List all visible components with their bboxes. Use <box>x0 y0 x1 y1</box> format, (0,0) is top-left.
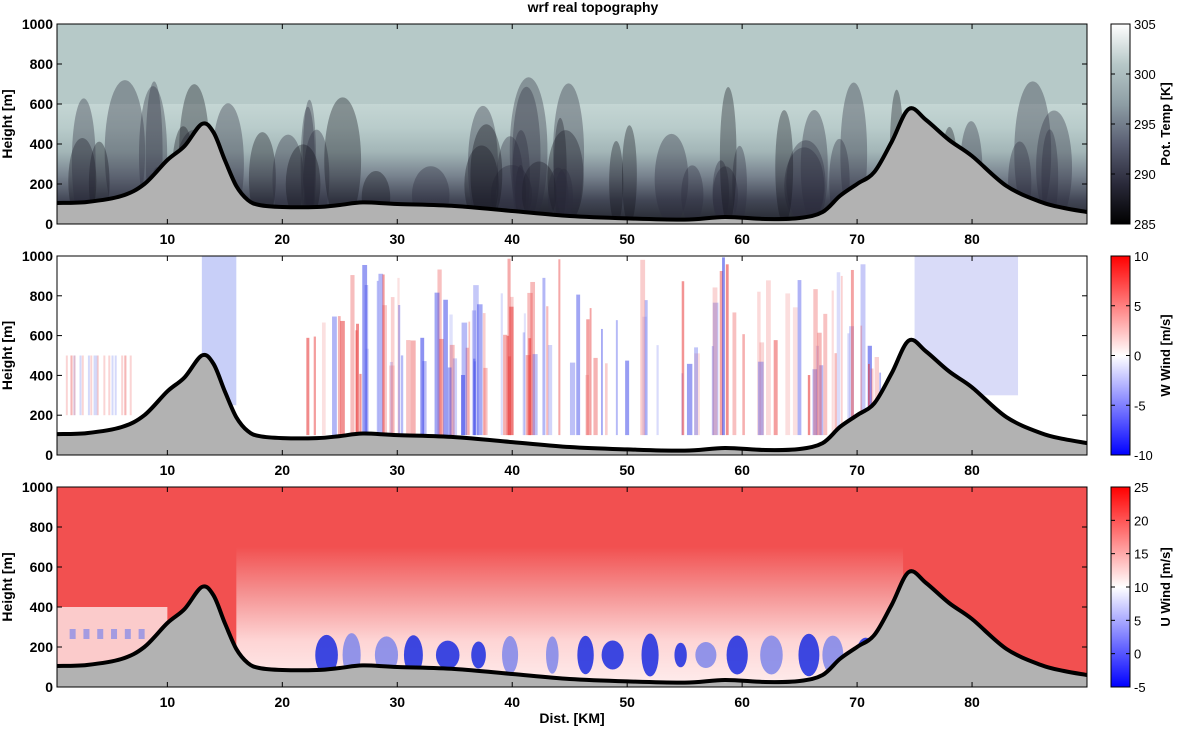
figure-title: wrf real topography <box>527 0 659 15</box>
y-tick-label: 600 <box>30 328 54 344</box>
x-tick-label: 20 <box>275 462 291 478</box>
x-tick-label: 50 <box>619 694 635 710</box>
plot-frame <box>56 486 1088 688</box>
topography-fill <box>57 108 1087 224</box>
x-tick-label: 60 <box>734 462 750 478</box>
x-tick-label: 40 <box>504 462 520 478</box>
colorbar-tick-label: -5 <box>1134 398 1146 413</box>
x-tick-label: 70 <box>849 231 865 247</box>
colorbar-ticks: 285 290 295 300 305 <box>1111 17 1156 232</box>
colorbar-tick-label: 5 <box>1134 299 1141 314</box>
y-tick-label: 800 <box>30 288 54 304</box>
y-tick-label: 0 <box>45 679 53 695</box>
y-tick-label: 200 <box>30 639 54 655</box>
y-tick-label: 0 <box>45 447 53 463</box>
y-tick-label: 400 <box>30 367 54 383</box>
colorbar-tick-label: 15 <box>1134 547 1148 562</box>
colorbar-tick-label: 20 <box>1134 513 1148 528</box>
y-tick-label: 0 <box>45 216 53 232</box>
topography-line <box>56 106 1088 222</box>
x-tick-label: 30 <box>389 462 405 478</box>
colorbar-tick-label: 5 <box>1134 613 1141 628</box>
y-tick-label: 1000 <box>22 248 53 264</box>
colorbar-tick-label: 295 <box>1134 117 1156 132</box>
colorbar-tick-label: 300 <box>1134 67 1156 82</box>
colorbar-label: Pot. Temp [K] <box>1158 82 1173 166</box>
colorbar-label: W Wind [m/s] <box>1158 314 1173 396</box>
y-tick-label: 1000 <box>22 479 53 495</box>
x-axis-label: Dist. [KM] <box>539 710 604 726</box>
x-tick-label: 10 <box>160 694 176 710</box>
colorbar-tick-label: -10 <box>1134 448 1153 463</box>
colorbar-tick-label: 0 <box>1134 349 1141 364</box>
colorbar-tick-label: 10 <box>1134 580 1148 595</box>
topography-line <box>56 337 1088 453</box>
plot-frame <box>56 255 1088 456</box>
colorbar-u-wind <box>1111 487 1130 687</box>
y-tick-label: 800 <box>30 56 54 72</box>
colorbar-label: U Wind [m/s] <box>1158 547 1173 626</box>
x-tick-label: 30 <box>389 694 405 710</box>
x-tick-label: 60 <box>734 231 750 247</box>
colorbar-tick-label: 305 <box>1134 17 1156 32</box>
colorbar-tick-label: 285 <box>1134 217 1156 232</box>
colorbar-tick-label: 10 <box>1134 249 1148 264</box>
topography-fill <box>57 571 1087 687</box>
x-tick-label: 70 <box>849 462 865 478</box>
y-tick-label: 400 <box>30 136 54 152</box>
x-axis-ticks: 10 20 30 40 50 60 70 80 <box>160 24 980 247</box>
colorbar-ticks: -10 -5 0 5 10 <box>1111 249 1153 463</box>
x-axis-ticks: 10 20 30 40 50 60 70 80 <box>160 487 980 710</box>
colorbar-tick-label: 25 <box>1134 480 1148 495</box>
x-tick-label: 50 <box>619 231 635 247</box>
topography-fill <box>57 339 1087 455</box>
y-axis-ticks: 0 200 400 600 800 1000 <box>22 16 1087 232</box>
colorbar-tick-label: 290 <box>1134 167 1156 182</box>
panel-potential-temperature: 10 20 30 40 50 60 70 80 0 200 400 600 800 1000 Heigh… <box>0 16 1173 247</box>
x-tick-label: 60 <box>734 694 750 710</box>
colorbar-ticks: -5 0 5 10 15 20 25 <box>1111 480 1148 695</box>
y-tick-label: 1000 <box>22 16 53 32</box>
x-tick-label: 20 <box>275 231 291 247</box>
y-tick-label: 400 <box>30 599 54 615</box>
y-axis-ticks: 0 200 400 600 800 1000 <box>22 479 1087 695</box>
x-tick-label: 10 <box>160 231 176 247</box>
x-tick-label: 80 <box>964 694 980 710</box>
colorbar-tick-label: 0 <box>1134 647 1141 662</box>
plot-frame <box>56 23 1088 225</box>
y-tick-label: 200 <box>30 407 54 423</box>
y-axis-label: Height [m] <box>0 321 15 390</box>
topography-line <box>56 569 1088 685</box>
colorbar-w-wind <box>1111 256 1130 455</box>
colorbar-tick-label: -5 <box>1134 680 1146 695</box>
x-tick-label: 30 <box>389 231 405 247</box>
x-tick-label: 80 <box>964 231 980 247</box>
x-tick-label: 70 <box>849 694 865 710</box>
x-tick-label: 80 <box>964 462 980 478</box>
x-tick-label: 50 <box>619 462 635 478</box>
x-axis-ticks: 10 20 30 40 50 60 70 80 <box>160 256 980 478</box>
x-tick-label: 40 <box>504 694 520 710</box>
y-axis-label: Height [m] <box>0 552 15 621</box>
y-tick-label: 800 <box>30 519 54 535</box>
y-axis-label: Height [m] <box>0 89 15 158</box>
colorbar-potential-temperature <box>1111 24 1130 224</box>
y-tick-label: 600 <box>30 96 54 112</box>
y-tick-label: 600 <box>30 559 54 575</box>
x-tick-label: 40 <box>504 231 520 247</box>
x-tick-label: 10 <box>160 462 176 478</box>
y-axis-ticks: 0 200 400 600 800 1000 <box>22 248 1087 463</box>
y-tick-label: 200 <box>30 176 54 192</box>
x-tick-label: 20 <box>275 694 291 710</box>
